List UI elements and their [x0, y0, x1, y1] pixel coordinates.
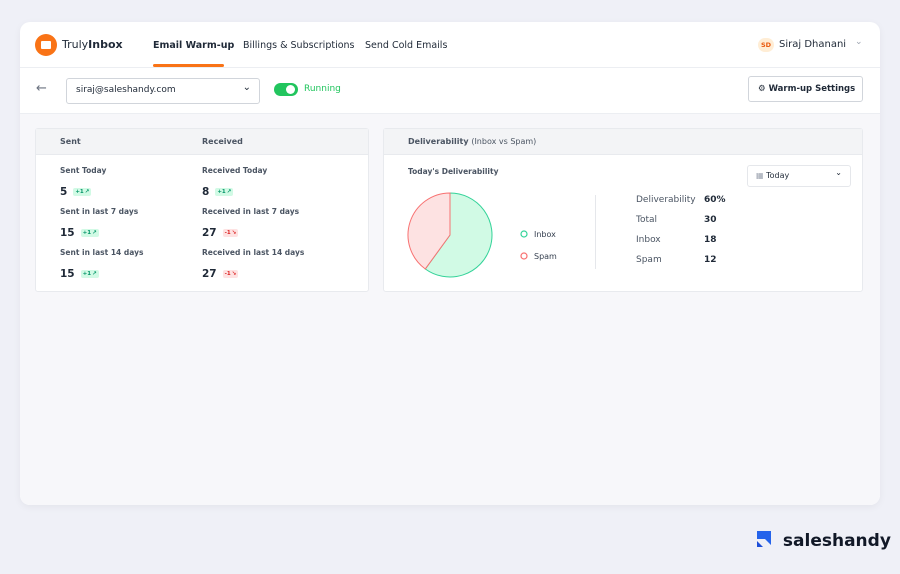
summary-label: Total: [636, 215, 658, 225]
stat-value: 27 -1↘: [202, 262, 239, 281]
content: Sent Received Sent Today 5 +1↗ Received Toda…: [20, 114, 880, 505]
panel-title: Deliverability: [408, 137, 469, 146]
chart-title: Today's Deliverability: [408, 167, 499, 176]
period-select[interactable]: ▦ Today ⌄: [747, 165, 851, 187]
footer-logo: saleshandy: [755, 529, 891, 551]
stat-change: +1↗: [215, 188, 234, 196]
brand-bold: Inbox: [88, 38, 123, 51]
stat-value: 15 +1↗: [60, 221, 99, 240]
stat-label: Received Today: [202, 166, 268, 175]
logo-icon: [757, 531, 771, 547]
avatar[interactable]: SD: [758, 38, 774, 52]
stat-change: -1↘: [222, 229, 239, 237]
stat-label: Sent in last 14 days: [60, 248, 144, 257]
settings-label: Warm-up Settings: [768, 84, 856, 94]
legend-marker: [520, 230, 528, 238]
change-value: -1: [224, 230, 231, 236]
column-title: Received: [202, 137, 243, 146]
email-value: siraj@saleshandy.com: [76, 85, 176, 95]
stat-label: Sent in last 7 days: [60, 207, 139, 216]
user-caret[interactable]: ⌄: [855, 37, 863, 47]
trend-arrow: ↗: [84, 189, 90, 195]
summary-label: Inbox: [636, 235, 661, 245]
top-bar: TrulyInbox Email Warm-up Billings & Subs…: [20, 22, 880, 68]
column-title: Sent: [60, 137, 81, 146]
nav-tab[interactable]: Send Cold Emails: [365, 40, 448, 51]
select-caret: ⌄: [242, 82, 251, 93]
nav-tab[interactable]: Email Warm-up: [153, 40, 235, 51]
pie-chart: Inbox Spam: [407, 192, 557, 278]
pie-slice: [424, 192, 493, 278]
logo-text: saleshandy: [782, 531, 891, 551]
email-select[interactable]: siraj@saleshandy.com ⌄: [66, 78, 260, 104]
brand-icon: [35, 34, 57, 56]
settings-button[interactable]: ⚙ Warm-up Settings: [748, 76, 863, 102]
user-name[interactable]: Siraj Dhanani: [779, 39, 847, 50]
panel-subtitle: (Inbox vs Spam): [471, 137, 537, 146]
summary-label: Spam: [636, 255, 662, 265]
legend-label: Inbox: [534, 230, 556, 239]
app-window: TrulyInbox Email Warm-up Billings & Subs…: [20, 22, 880, 505]
change-value: -1: [224, 271, 231, 277]
stat-number: 27: [202, 227, 217, 239]
stat-number: 8: [202, 186, 210, 198]
stat-label: Received in last 14 days: [202, 248, 305, 257]
brand: TrulyInbox: [62, 38, 123, 51]
trend-arrow: ↘: [231, 271, 237, 277]
stat-change: +1↗: [80, 270, 99, 278]
stats-header: Sent Received: [36, 129, 368, 155]
stat-label: Received in last 7 days: [202, 207, 300, 216]
active-tab-indicator: [153, 64, 224, 67]
change-value: +1: [82, 230, 92, 236]
summary-label: Deliverability: [636, 195, 696, 205]
stat-number: 15: [60, 227, 75, 239]
deliverability-header: Deliverability (Inbox vs Spam): [384, 129, 862, 155]
stat-value: 27 -1↘: [202, 221, 239, 240]
summary-value: 60%: [704, 195, 726, 205]
trend-arrow: ↘: [231, 230, 237, 236]
toolbar: ← siraj@saleshandy.com ⌄ Running ⚙ Warm-…: [20, 68, 880, 114]
stat-change: +1↗: [73, 188, 92, 196]
trend-arrow: ↗: [226, 189, 232, 195]
stat-number: 5: [60, 186, 68, 198]
stats-panel: Sent Received Sent Today 5 +1↗ Received Toda…: [35, 128, 369, 292]
status-toggle[interactable]: [274, 83, 298, 96]
stat-number: 15: [60, 268, 75, 280]
summary-value: 30: [704, 215, 717, 225]
change-value: +1: [217, 189, 226, 195]
stat-value: 5 +1↗: [60, 180, 92, 199]
stat-value: 8 +1↗: [202, 180, 234, 199]
stat-change: +1↗: [80, 229, 99, 237]
stat-number: 27: [202, 268, 217, 280]
trend-arrow: ↗: [92, 230, 97, 236]
change-value: +1: [82, 271, 92, 277]
legend-label: Spam: [534, 252, 557, 261]
stat-change: -1↘: [222, 270, 239, 278]
brand-light: Truly: [62, 38, 89, 51]
trend-arrow: ↗: [92, 271, 97, 277]
back-button[interactable]: ←: [36, 81, 47, 96]
stat-label: Sent Today: [60, 166, 107, 175]
pie-slice: [407, 192, 451, 270]
legend-marker: [520, 252, 528, 260]
nav-tab[interactable]: Billings & Subscriptions: [243, 40, 355, 51]
stat-value: 15 +1↗: [60, 262, 99, 281]
deliverability-panel: Deliverability (Inbox vs Spam) Today's D…: [383, 128, 863, 292]
summary-value: 18: [704, 235, 717, 245]
change-value: +1: [75, 189, 84, 195]
divider: [595, 195, 596, 269]
summary-value: 12: [704, 255, 717, 265]
status-label: Running: [304, 84, 341, 94]
period-value: Today: [766, 171, 790, 180]
